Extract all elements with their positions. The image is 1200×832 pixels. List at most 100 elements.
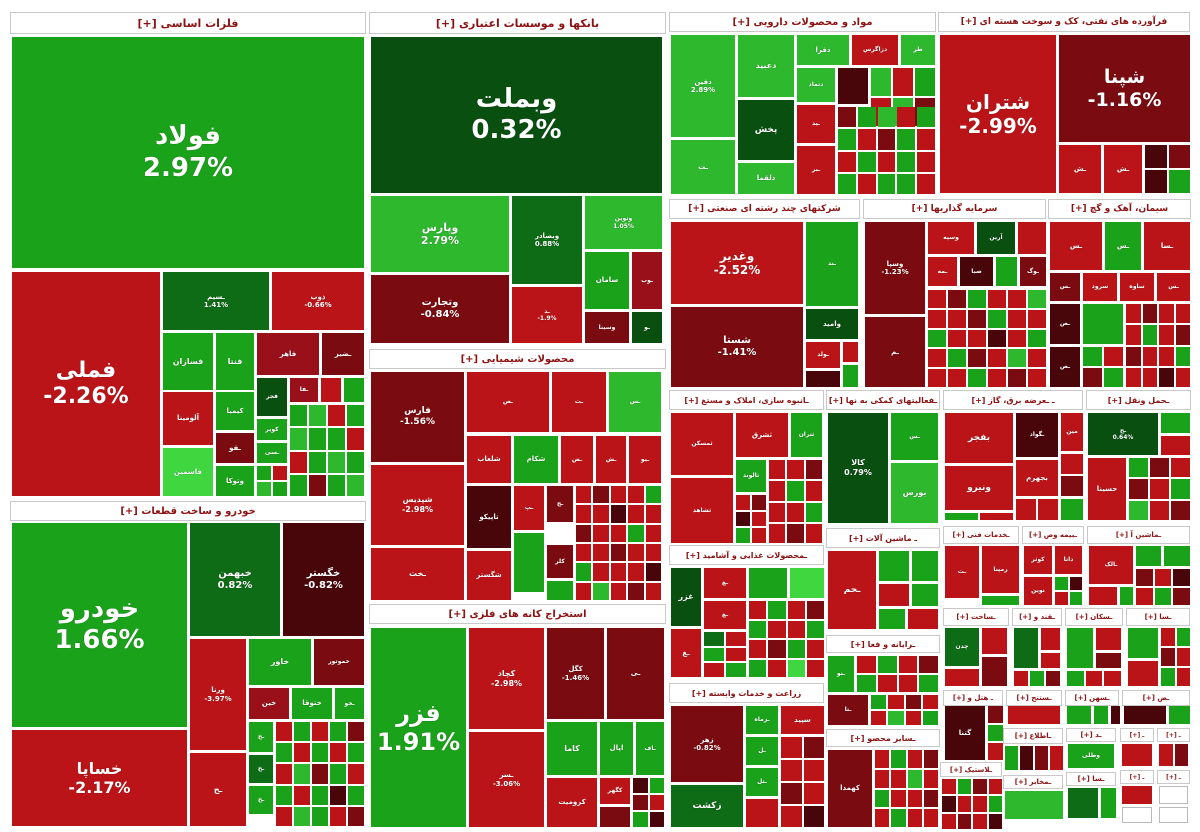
tile-رمپنا[interactable]: رمپنا (982, 546, 1019, 593)
mini-tile[interactable] (1067, 706, 1091, 724)
mini-tile[interactable] (928, 309, 946, 328)
mini-tile[interactable] (593, 505, 609, 523)
mini-tile[interactable] (948, 290, 966, 308)
tile-صبا[interactable]: صبا (960, 257, 993, 286)
mini-tile[interactable] (726, 663, 746, 677)
mini-tile[interactable] (1168, 145, 1190, 168)
sector-header-34[interactable]: ـلاستیک [+] (940, 762, 1002, 777)
mini-tile[interactable] (857, 151, 876, 172)
mini-tile[interactable] (1164, 546, 1190, 566)
mini-tile[interactable] (633, 812, 648, 827)
mini-tile[interactable] (928, 290, 946, 308)
mini-tile[interactable] (1136, 569, 1153, 586)
tile-گتنا[interactable]: گتنا (945, 706, 985, 760)
mini-tile[interactable] (309, 405, 326, 427)
mini-tile[interactable] (905, 711, 921, 725)
mini-tile[interactable] (1150, 458, 1169, 478)
sector-header-2[interactable]: بانکها و موسسات اعتباری [+] (369, 12, 666, 34)
mini-tile[interactable] (1161, 436, 1190, 455)
mini-tile[interactable] (942, 813, 956, 829)
mini-tile[interactable] (1171, 479, 1190, 499)
mini-tile[interactable] (893, 68, 913, 96)
mini-tile[interactable] (1030, 671, 1044, 686)
tile-تاپیکو[interactable]: تاپیکو (467, 486, 511, 548)
mini-tile[interactable] (312, 722, 328, 742)
mini-tile[interactable] (988, 779, 1002, 795)
mini-tile[interactable] (982, 628, 1007, 654)
tile-ذوب[interactable]: ذوب -0.66% (272, 272, 364, 330)
mini-tile[interactable] (1085, 671, 1103, 686)
tile-ساوه[interactable]: ساوه (1120, 273, 1154, 301)
mini-tile[interactable] (897, 173, 916, 194)
mini-tile[interactable] (576, 563, 592, 581)
mini-tile[interactable] (1083, 347, 1102, 366)
tile-خساپا[interactable]: خساپا -2.17% (12, 730, 187, 826)
tile-ـند[interactable]: ـند (806, 222, 858, 306)
mini-tile[interactable] (1028, 290, 1046, 308)
tile-ـید[interactable]: ـید (797, 105, 835, 143)
mini-tile[interactable] (768, 601, 786, 619)
mini-tile[interactable] (330, 806, 346, 826)
mini-tile[interactable] (948, 309, 966, 328)
mini-tile[interactable] (1142, 304, 1157, 324)
mini-tile[interactable] (1145, 170, 1167, 193)
mini-tile[interactable] (628, 505, 644, 523)
mini-tile[interactable] (1171, 458, 1190, 478)
tile-ـت[interactable]: ـت (945, 546, 979, 598)
mini-tile[interactable] (593, 563, 609, 581)
mini-tile[interactable] (787, 523, 804, 543)
tile-فاسمین[interactable]: فاسمین (163, 448, 213, 496)
mini-tile[interactable] (1128, 661, 1158, 686)
mini-tile[interactable] (790, 568, 824, 598)
tile-کگهر[interactable]: کگهر (600, 778, 630, 804)
mini-tile[interactable] (347, 405, 364, 427)
sector-header-38[interactable]: ـ [+] (1157, 770, 1190, 784)
tile-ـبر[interactable]: ـبر (797, 146, 835, 194)
mini-tile[interactable] (593, 524, 609, 542)
mini-tile[interactable] (945, 513, 978, 520)
mini-tile[interactable] (1104, 368, 1123, 387)
tile-بورس[interactable]: بورس (891, 463, 938, 523)
mini-tile[interactable] (988, 290, 1006, 308)
mini-tile[interactable] (294, 806, 310, 826)
mini-tile[interactable] (942, 796, 956, 812)
mini-tile[interactable] (1061, 499, 1083, 520)
mini-tile[interactable] (330, 785, 346, 805)
mini-tile[interactable] (1154, 569, 1172, 586)
mini-tile[interactable] (875, 809, 890, 827)
tile-ـو[interactable]: ـو (632, 312, 662, 343)
mini-tile[interactable] (1069, 577, 1082, 590)
tile-ـش[interactable]: ـش (1104, 145, 1142, 193)
mini-tile[interactable] (1055, 577, 1068, 590)
mini-tile[interactable] (328, 428, 345, 450)
mini-tile[interactable] (877, 675, 897, 692)
sector-header-25[interactable]: ـسا [+] (1126, 608, 1190, 626)
tile-فسازان[interactable]: فسازان (163, 333, 213, 390)
mini-tile[interactable] (928, 369, 946, 387)
tile-ـحم[interactable]: ـحم (828, 551, 876, 629)
mini-tile[interactable] (982, 657, 1007, 686)
mini-tile[interactable] (838, 151, 856, 172)
mini-tile[interactable] (897, 107, 916, 128)
mini-tile[interactable] (610, 544, 627, 562)
mini-tile[interactable] (347, 474, 364, 496)
tile-ـفو[interactable]: ـفو (216, 433, 254, 463)
tile-ـص[interactable]: ـص (1050, 347, 1080, 387)
mini-tile[interactable] (973, 779, 987, 795)
mini-tile[interactable] (321, 378, 341, 402)
mini-tile[interactable] (276, 806, 292, 826)
mini-tile[interactable] (922, 711, 938, 725)
mini-tile[interactable] (1159, 786, 1188, 804)
mini-tile[interactable] (891, 750, 906, 768)
tile-ـح[interactable]: ـح (190, 753, 246, 826)
tile-زکشت[interactable]: زکشت (671, 785, 743, 827)
tile-ـتا[interactable]: ـتا (828, 695, 868, 725)
mini-tile[interactable] (294, 743, 310, 763)
mini-tile[interactable] (980, 513, 1013, 520)
mini-tile[interactable] (610, 582, 627, 600)
tile-ـمه[interactable]: ـمه (928, 257, 957, 286)
mini-tile[interactable] (923, 769, 938, 788)
tile-ـخت[interactable]: ـخت (371, 548, 464, 600)
tile-ـخ[interactable]: ـخ (249, 722, 273, 752)
tile-کلر[interactable]: کلر (547, 545, 573, 578)
